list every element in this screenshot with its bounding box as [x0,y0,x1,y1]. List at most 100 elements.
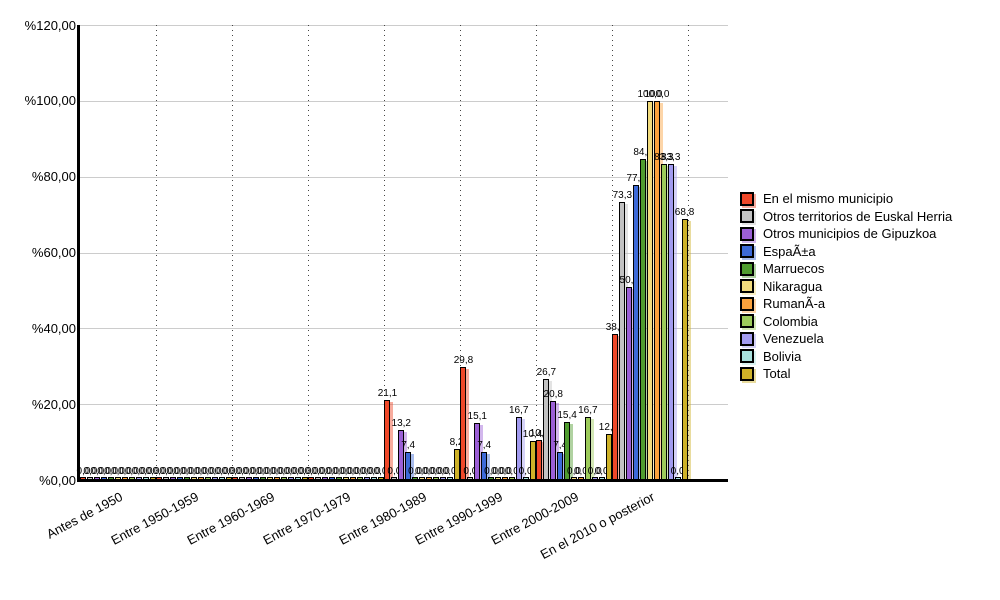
bar [646,100,653,480]
bar-value-label: 77,8 [626,173,646,184]
bar-value-label: 0,0 [463,466,478,477]
gridline [80,404,728,406]
legend-label: EspaÃ±a [763,243,816,259]
bar-value-label: 10,4 [522,428,543,440]
gridline [80,252,728,254]
y-tick-label: %100,00 [24,93,76,109]
legend-swatch [740,209,754,223]
bar [536,440,543,480]
legend-item: Total [740,365,790,382]
bar-value-label: 0,0 [145,466,160,477]
bar-value-label: 0,0 [587,466,602,477]
bar-value-label: 100,0 [637,88,663,100]
bar-value-label: 0,0 [518,466,533,477]
bar-value-label: 0,0 [187,466,201,477]
y-tick-label: %120,00 [24,17,76,33]
bar-value-label: 0,0 [484,466,499,477]
gridline [80,176,728,178]
legend-swatch [740,296,754,311]
legend-item: RumanÃ-a [740,295,825,312]
bar-value-label: 16,7 [578,404,598,416]
legend-item: Marruecos [740,260,824,277]
bar-value-label: 7,4 [477,439,492,451]
legend-swatch [740,349,754,363]
category-separator [156,25,157,480]
legend-item: Bolivia [740,348,801,365]
bar [557,451,564,480]
bar-value-label: 21,1 [377,387,398,399]
bar [681,219,688,480]
bar-value-label: 84,6 [633,147,653,159]
legend-swatch [740,244,754,258]
bar-value-label: 0,0 [318,466,333,477]
bar-value-label: 0,0 [359,466,374,477]
legend-swatch [740,314,754,328]
bar-value-label: 0,0 [352,466,367,477]
bar [474,422,481,480]
bar-value-label: 100,0 [644,88,670,100]
bar [529,440,536,480]
bar-value-label: 0,0 [504,466,519,477]
bar [626,287,633,480]
bar-value-label: 12,1 [598,422,619,434]
legend-swatch [740,191,754,206]
bar-value-label: 0,0 [131,466,146,477]
bar-value-label: 0,0 [339,466,353,477]
bar-value-label: 13,2 [391,417,411,429]
legend-item: Venezuela [740,330,824,347]
bar [460,367,467,480]
bar-value-label: 0,0 [166,466,181,477]
bar-value-label: 7,4 [553,439,568,451]
x-axis-line [77,479,728,482]
bar-value-label: 0,0 [173,466,188,477]
bar-value-label: 26,7 [536,366,557,378]
bar-value-label: 0,0 [408,466,423,477]
bar [633,185,640,480]
category-separator [232,25,233,480]
bar [605,434,612,480]
legend-label: Venezuela [763,331,824,346]
legend-item: Nikaragua [740,278,822,295]
legend-label: Nikaragua [763,278,823,294]
bar-value-label: 0,0 [117,466,132,477]
bar-value-label: 0,0 [373,466,388,477]
bar-value-label: 8,2 [449,436,464,448]
bar-value-label: 0,0 [90,466,105,477]
bar-value-label: 50,9 [619,275,639,286]
legend-item: EspaÃ±a [740,243,816,260]
y-tick-label: %0,00 [39,472,76,488]
bar-value-label: 0,0 [83,466,98,477]
bar-value-label: 0,0 [111,466,125,477]
bar-value-label: 0,0 [567,466,581,477]
category-separator [384,25,385,480]
bar-value-label: 0,0 [76,466,91,477]
bar-value-label: 0,0 [573,466,588,477]
bar-value-label: 10,5 [529,428,550,440]
legend-swatch [740,366,754,381]
y-tick-label: %80,00 [31,169,76,185]
legend-label: Marruecos [763,261,825,276]
y-tick-label: %60,00 [31,245,76,260]
legend-label: En el mismo municipio [763,191,894,206]
bar-value-label: 0,0 [235,466,250,477]
category-separator [308,25,309,480]
bar-value-label: 0,0 [594,466,609,477]
bar [453,448,460,480]
legend-label: Otros territorios de Euskal Herria [763,208,953,224]
gridline [80,100,728,102]
bar [667,164,674,480]
bar-value-label: 0,0 [159,466,174,477]
category-separator [688,25,689,480]
bar-value-label: 15,1 [467,410,487,422]
bar-value-label: 0,0 [428,466,443,477]
bar-value-label: 7,4 [401,439,416,451]
bar-value-label: 38,6 [605,321,626,333]
bar [619,202,626,480]
y-tick-label: %40,00 [31,320,76,336]
bar-value-label: 0,0 [263,466,277,477]
legend-label: Otros municipios de Gipuzkoa [763,226,937,241]
bar-value-label: 0,0 [491,466,505,477]
bar-value-label: 0,0 [387,466,402,477]
bar-value-label: 83,3 [654,152,674,164]
